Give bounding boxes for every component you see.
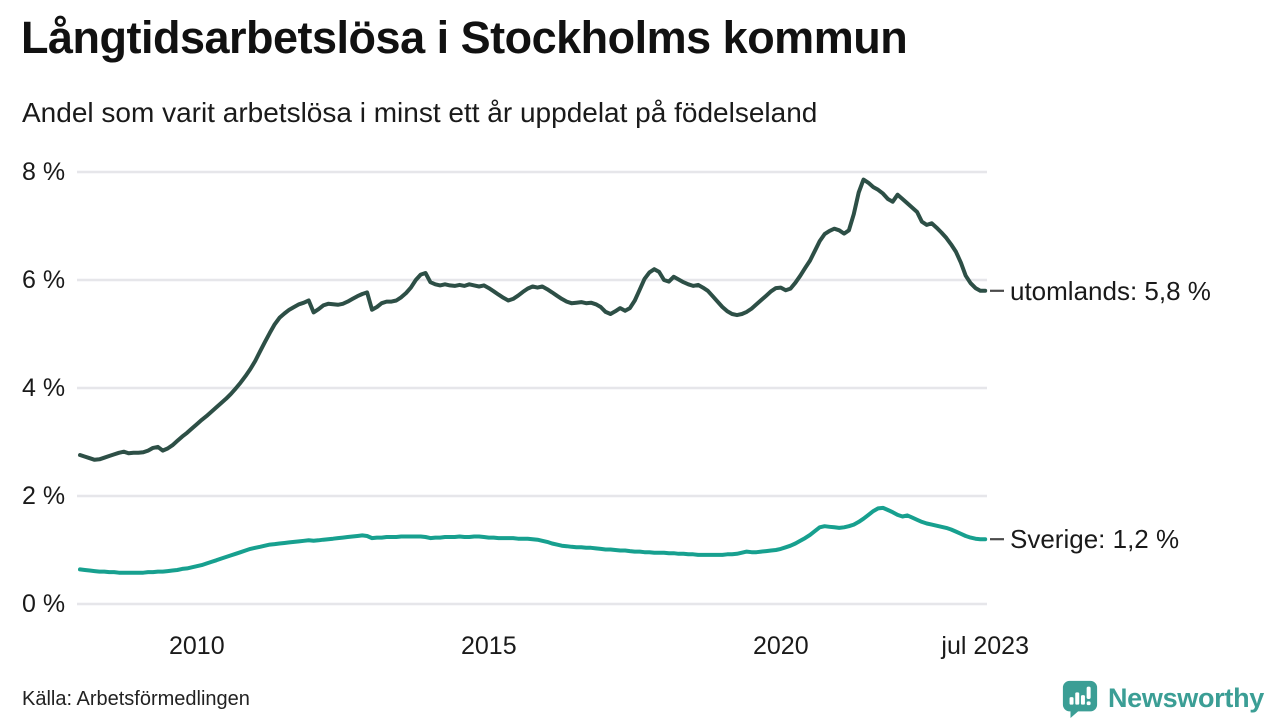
chart-subtitle: Andel som varit arbetslösa i minst ett å…	[22, 97, 818, 128]
series-end-label-utomlands: utomlands: 5,8 %	[1010, 275, 1211, 306]
y-tick-label: 8 %	[22, 158, 66, 186]
series-line-utomlands	[78, 177, 988, 462]
x-tick-label: 2015	[460, 632, 517, 660]
y-tick-label: 4 %	[22, 374, 66, 402]
y-tick-label: 0 %	[22, 590, 66, 618]
y-tick-label: 2 %	[22, 482, 66, 510]
source-note: Källa: Arbetsförmedlingen	[22, 688, 250, 710]
x-tick-label: jul 2023	[941, 632, 1029, 660]
chart-title: Långtidsarbetslösa i Stockholms kommun	[21, 12, 908, 63]
series-line-Sverige	[78, 505, 988, 575]
y-tick-label: 6 %	[22, 266, 66, 294]
newsworthy-logo-text: Newsworthy	[1107, 683, 1264, 713]
x-tick-label: 2020	[752, 632, 809, 660]
series-end-label-Sverige: Sverige: 1,2 %	[1010, 524, 1180, 555]
newsworthy-logo: Newsworthy	[1061, 679, 1264, 718]
x-tick-label: 2010	[168, 632, 225, 660]
newsworthy-logo-icon	[1061, 679, 1099, 718]
